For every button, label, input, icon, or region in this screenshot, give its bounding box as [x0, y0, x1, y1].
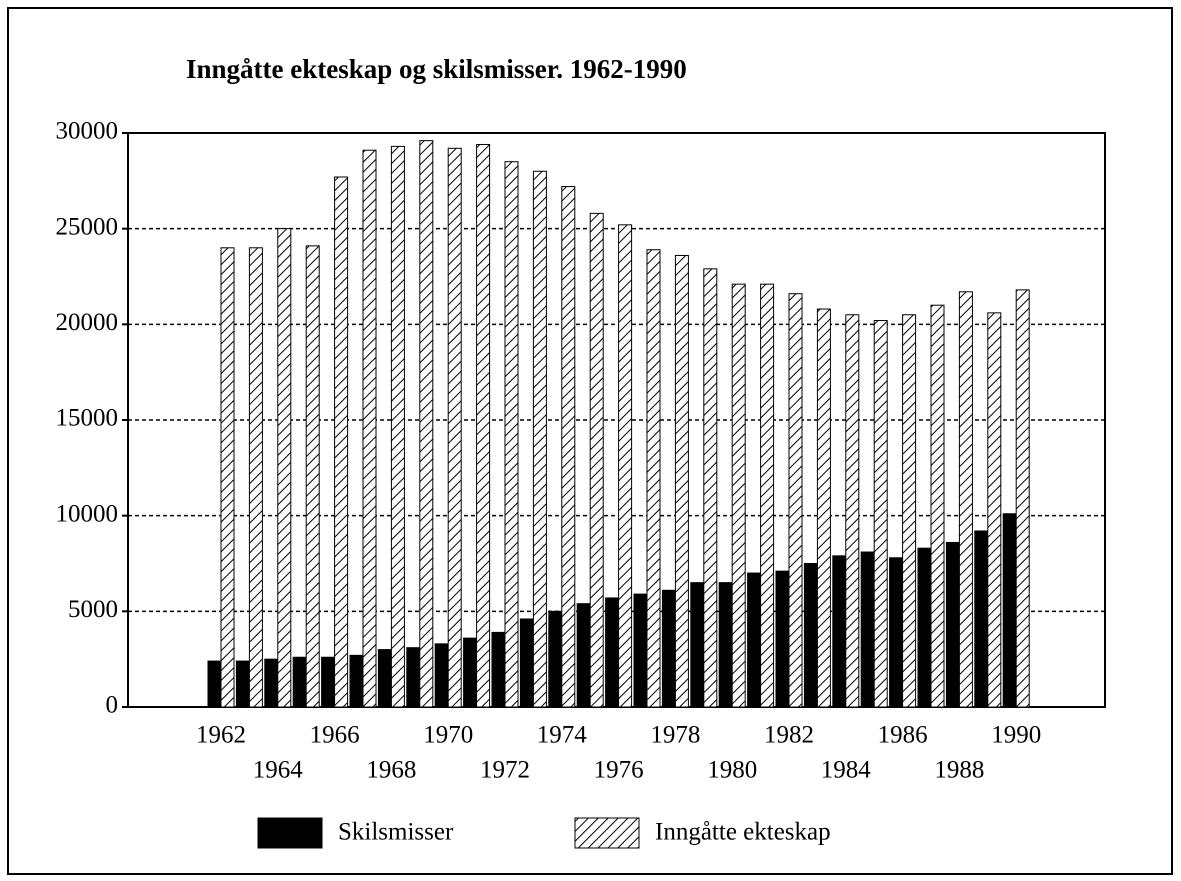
bar: [674, 254, 689, 708]
y-tick-label: 15000: [56, 405, 119, 432]
bar: [832, 555, 847, 708]
bar: [816, 308, 831, 708]
bar: [845, 314, 860, 708]
x-tick-label: 1988: [934, 757, 984, 784]
chart-title: Inngåtte ekteskap og skilsmisser. 1962-1…: [186, 54, 687, 84]
bar: [419, 140, 434, 708]
bar: [788, 293, 803, 708]
bar: [207, 660, 222, 708]
legend-label: Inngåtte ekteskap: [655, 819, 831, 846]
bar: [930, 304, 945, 708]
bar: [305, 245, 320, 708]
bar: [532, 170, 547, 708]
bar: [548, 610, 563, 708]
bar: [321, 656, 336, 708]
x-tick-label: 1966: [310, 722, 360, 749]
x-tick-label: 1970: [423, 722, 473, 749]
y-tick-label: 5000: [68, 596, 118, 623]
x-tick-label: 1978: [650, 722, 700, 749]
x-tick-label: 1976: [594, 757, 644, 784]
x-tick-label: 1974: [537, 722, 588, 749]
bar: [220, 247, 235, 708]
legend-swatch: [257, 817, 323, 849]
y-tick-label: 30000: [56, 118, 119, 145]
bar: [576, 603, 591, 708]
bar: [703, 268, 718, 708]
y-tick-label: 10000: [56, 500, 119, 527]
bar: [1002, 513, 1017, 708]
bar: [362, 149, 377, 708]
bar: [235, 660, 250, 708]
bar: [902, 314, 917, 708]
bar: [646, 249, 661, 708]
bar: [889, 557, 904, 708]
bar: [917, 547, 932, 708]
y-tick-label: 0: [106, 692, 119, 719]
bar: [377, 649, 392, 708]
bar: [690, 582, 705, 708]
bar: [434, 643, 449, 708]
bar: [519, 618, 534, 708]
y-tick-label: 20000: [56, 309, 119, 336]
bar: [945, 541, 960, 708]
frame: [7, 7, 1173, 875]
bar: [277, 228, 292, 708]
bar: [958, 291, 973, 708]
bar: [775, 570, 790, 708]
x-tick-label: 1972: [480, 757, 530, 784]
bar: [618, 224, 633, 708]
bar: [390, 145, 405, 708]
bar: [747, 572, 762, 708]
x-tick-label: 1980: [707, 757, 757, 784]
bar: [476, 143, 491, 708]
x-tick-label: 1990: [991, 722, 1041, 749]
bar: [264, 658, 279, 708]
bar: [633, 593, 648, 708]
legend-label: Skilsmisser: [338, 819, 454, 846]
x-tick-label: 1964: [253, 757, 304, 784]
bar: [463, 637, 478, 708]
bar: [561, 186, 576, 708]
legend-swatch: [574, 817, 640, 849]
bar: [718, 582, 733, 708]
x-tick-label: 1962: [196, 722, 246, 749]
x-tick-label: 1984: [821, 757, 872, 784]
bar: [1015, 289, 1030, 708]
bar: [731, 283, 746, 708]
bar: [406, 647, 421, 708]
bar: [447, 147, 462, 708]
bar: [248, 247, 263, 708]
bar: [491, 631, 506, 708]
bar: [974, 530, 989, 708]
bar: [334, 176, 349, 708]
bar: [860, 551, 875, 708]
bar: [873, 320, 888, 708]
bar: [760, 283, 775, 708]
bar: [987, 312, 1002, 708]
bar: [349, 654, 364, 708]
bar: [504, 161, 519, 708]
x-tick-label: 1982: [764, 722, 814, 749]
bar: [803, 563, 818, 708]
bar: [292, 656, 307, 708]
bar: [589, 212, 604, 708]
x-tick-label: 1986: [878, 722, 928, 749]
bar: [661, 589, 676, 708]
bar: [605, 597, 620, 708]
y-tick-label: 25000: [56, 213, 119, 240]
x-tick-label: 1968: [366, 757, 416, 784]
